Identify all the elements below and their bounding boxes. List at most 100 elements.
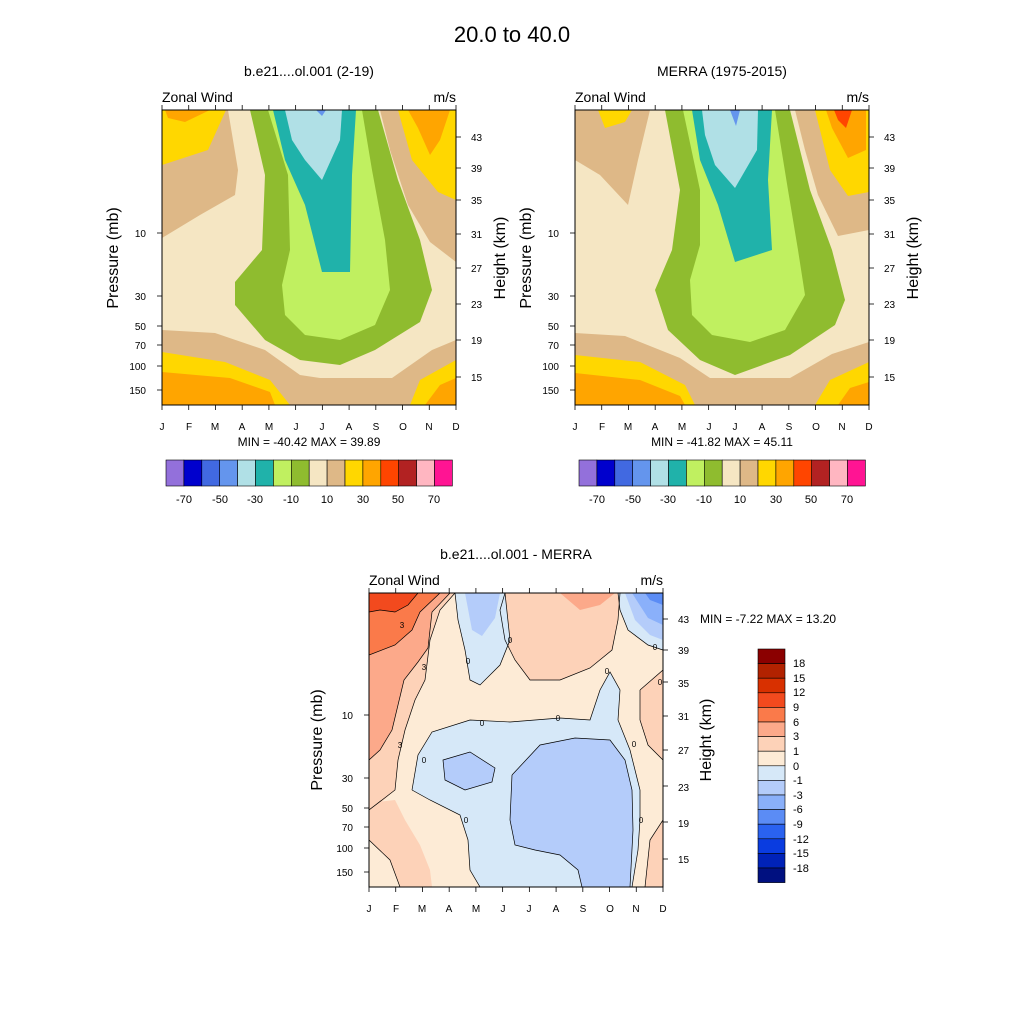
x-tick-label: D [659,904,666,915]
colorbar-swatch [757,663,786,679]
contour-line [644,819,663,887]
contour-label: 0 [658,678,663,687]
contour-line [369,593,419,613]
fill-band-40 [425,378,456,405]
x-tick-label: J [160,422,165,433]
fill-band-m1 [455,593,510,685]
colorbar-swatch [578,459,598,487]
colorbar-label: -70 [589,494,605,506]
y-tick-label: 50 [135,322,147,333]
fill-band-1 [500,593,620,680]
fill-band-40 [162,372,275,405]
colorbar-label: -1 [793,775,803,787]
plot-frame [368,592,664,888]
colorbar-swatch [757,721,786,737]
y-right-tick-label: 19 [471,336,483,347]
contour-line [499,593,621,681]
y-right-tick-label: 39 [678,646,690,657]
fill-band-1 [645,820,663,887]
y-tick-label: 50 [548,322,560,333]
contour-label: 3 [398,741,403,750]
colorbar-swatch [183,459,203,487]
contour-line [639,690,663,761]
y-tick-label: 100 [336,844,353,855]
x-tick-label: J [294,422,299,433]
colorbar-swatch [847,459,866,487]
colorbar-swatch [757,823,786,840]
y-right-tick-label: 23 [678,783,690,794]
colorbar-label: -50 [625,494,641,506]
fill-band-3 [560,593,615,610]
contour-lines [369,593,663,887]
colorbar-label: 0 [793,761,799,773]
colorbar-label: 50 [805,494,817,506]
colorbar-swatch [290,459,310,487]
y-axis-label-right: Height (km) [905,217,922,300]
colorbar-swatch [757,750,786,767]
contour-line [369,839,401,887]
fill-band-m3 [465,593,500,636]
y-tick-label: 150 [336,868,353,879]
y-right-tick-label: 19 [678,819,690,830]
colorbar-label: -10 [696,494,712,506]
colorbar-swatch [775,459,795,487]
colorbar-swatch [757,853,786,869]
y-right-tick-label: 31 [678,712,690,723]
contour-label: 0 [466,657,471,666]
fill-band-m3 [510,738,633,887]
x-tick-label: M [265,422,273,433]
x-tick-label: S [373,422,380,433]
fill-band-m50 [316,110,326,116]
fill-band-30 [162,110,226,165]
x-tick-label: N [632,904,639,915]
x-tick-label: A [553,904,560,915]
colorbar-swatch [829,459,848,487]
colorbar-label: 12 [793,687,805,699]
x-tick-label: J [320,422,325,433]
colorbar-swatch [201,459,221,487]
colorbar-label: 18 [793,658,805,670]
contour-line [369,593,441,656]
colorbar-label: 70 [841,494,853,506]
colorbar-swatch [757,459,777,487]
colorbar-label: 30 [357,494,369,506]
y-tick-label: 10 [342,711,354,722]
y-right-tick-label: 39 [471,164,483,175]
contour-label: 0 [480,719,485,728]
y-tick-label: 30 [342,774,354,785]
y-right-tick-label: 43 [884,133,896,144]
x-tick-label: N [838,422,845,433]
colorbar-swatch [380,459,399,487]
colorbar-swatch [757,736,786,752]
contour-fill [162,110,456,405]
x-tick-label: S [786,422,793,433]
y-right-tick-label: 15 [884,373,896,384]
colorbar-swatch [757,677,786,694]
colorbar-label: -30 [660,494,676,506]
colorbar-swatch [165,459,185,487]
x-tick-label: A [446,904,453,915]
fill-band-m40 [702,110,758,188]
min-max-label: MIN = -7.22 MAX = 13.20 [700,612,836,626]
x-tick-label: A [652,422,659,433]
colorbar [165,459,453,487]
y-right-tick-label: 31 [884,230,896,241]
colorbar-swatch [757,867,786,883]
y-right-tick-label: 19 [884,336,896,347]
fill-band-40 [575,373,685,405]
fill-band-40 [826,110,866,158]
contour-label: 0 [632,740,637,749]
fill-band-40 [408,110,450,155]
y-tick-label: 50 [342,804,354,815]
colorbar-swatch [793,459,812,487]
fill-band-9 [369,593,418,612]
y-tick-label: 10 [548,229,560,240]
y-tick-label: 100 [129,362,146,373]
min-max-label: MIN = -40.42 MAX = 39.89 [238,435,381,449]
y-right-tick-label: 43 [471,133,483,144]
axis-ticks [570,105,874,410]
fill-band-m3 [443,752,495,790]
colorbar-swatch [362,459,382,487]
y-right-tick-label: 15 [678,855,690,866]
contour-line [617,593,663,651]
